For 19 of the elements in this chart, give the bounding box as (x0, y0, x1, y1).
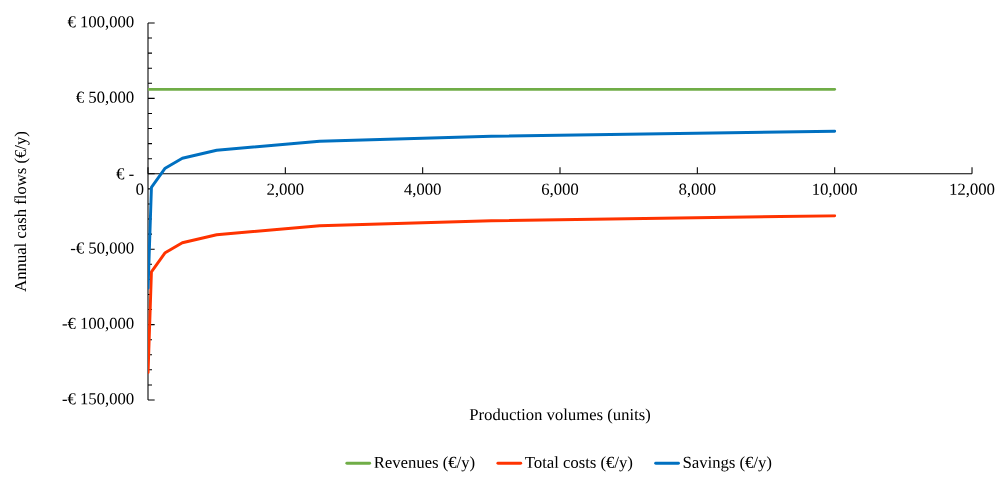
x-tick-label: 0 (136, 183, 144, 195)
x-tick-label: 4,000 (404, 183, 441, 198)
y-tick-label: -€ 150,000 (62, 393, 134, 407)
x-tick-label: 6,000 (541, 183, 579, 198)
y-tick-label: € 50,000 (76, 91, 134, 106)
line-series (148, 214, 837, 375)
x-axis-title: Production volumes (units) (469, 408, 651, 424)
y-tick-label: -€ 100,000 (62, 317, 134, 332)
x-tick-label: 12,000 (950, 183, 995, 198)
y-tick-label: -€ 50,000 (70, 242, 134, 257)
y-tick-label: € - (116, 168, 134, 180)
legend-label: Savings (€/y) (683, 456, 772, 472)
x-tick-label: 10,000 (813, 183, 857, 198)
legend-label: Total costs (€/y) (525, 456, 633, 472)
y-tick-label: € 100,000 (67, 16, 134, 30)
legend-label: Revenues (€/y) (374, 456, 475, 472)
y-axis-title: Annual cash flows (€/y) (14, 131, 30, 292)
x-tick-label: 2,000 (267, 183, 304, 198)
x-tick-label: 8,000 (679, 183, 716, 198)
